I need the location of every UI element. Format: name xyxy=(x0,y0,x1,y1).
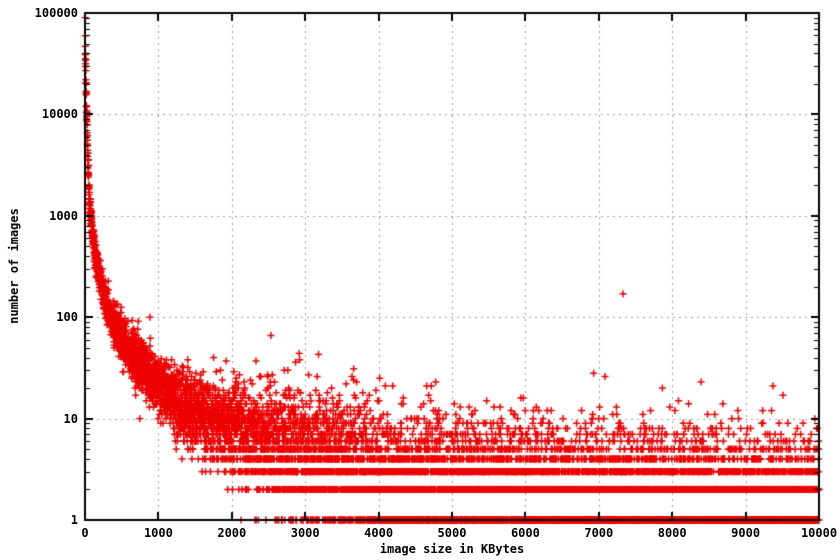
y-tick-label: 100000 xyxy=(34,6,78,20)
x-tick-label: 9000 xyxy=(731,526,761,540)
x-tick-label: 0 xyxy=(81,526,89,540)
y-tick-label: 10 xyxy=(63,411,78,426)
x-tick-label: 6000 xyxy=(510,526,540,540)
x-tick-label: 4000 xyxy=(364,526,394,540)
y-tick-label: 100 xyxy=(56,310,78,325)
y-axis-title: number of images xyxy=(7,208,21,324)
y-tick-label: 1000 xyxy=(49,208,78,223)
x-tick-label: 10000 xyxy=(800,526,838,540)
x-tick-label: 3000 xyxy=(290,526,320,540)
x-tick-label: 7000 xyxy=(584,526,614,540)
x-tick-label: 8000 xyxy=(657,526,687,540)
x-tick-label: 2000 xyxy=(217,526,247,540)
x-axis-title: image size in KBytes xyxy=(379,542,525,556)
x-tick-label: 1000 xyxy=(143,526,173,540)
y-tick-label: 10000 xyxy=(41,107,78,122)
x-tick-label: 5000 xyxy=(437,526,467,540)
y-tick-label: 1 xyxy=(70,513,78,527)
